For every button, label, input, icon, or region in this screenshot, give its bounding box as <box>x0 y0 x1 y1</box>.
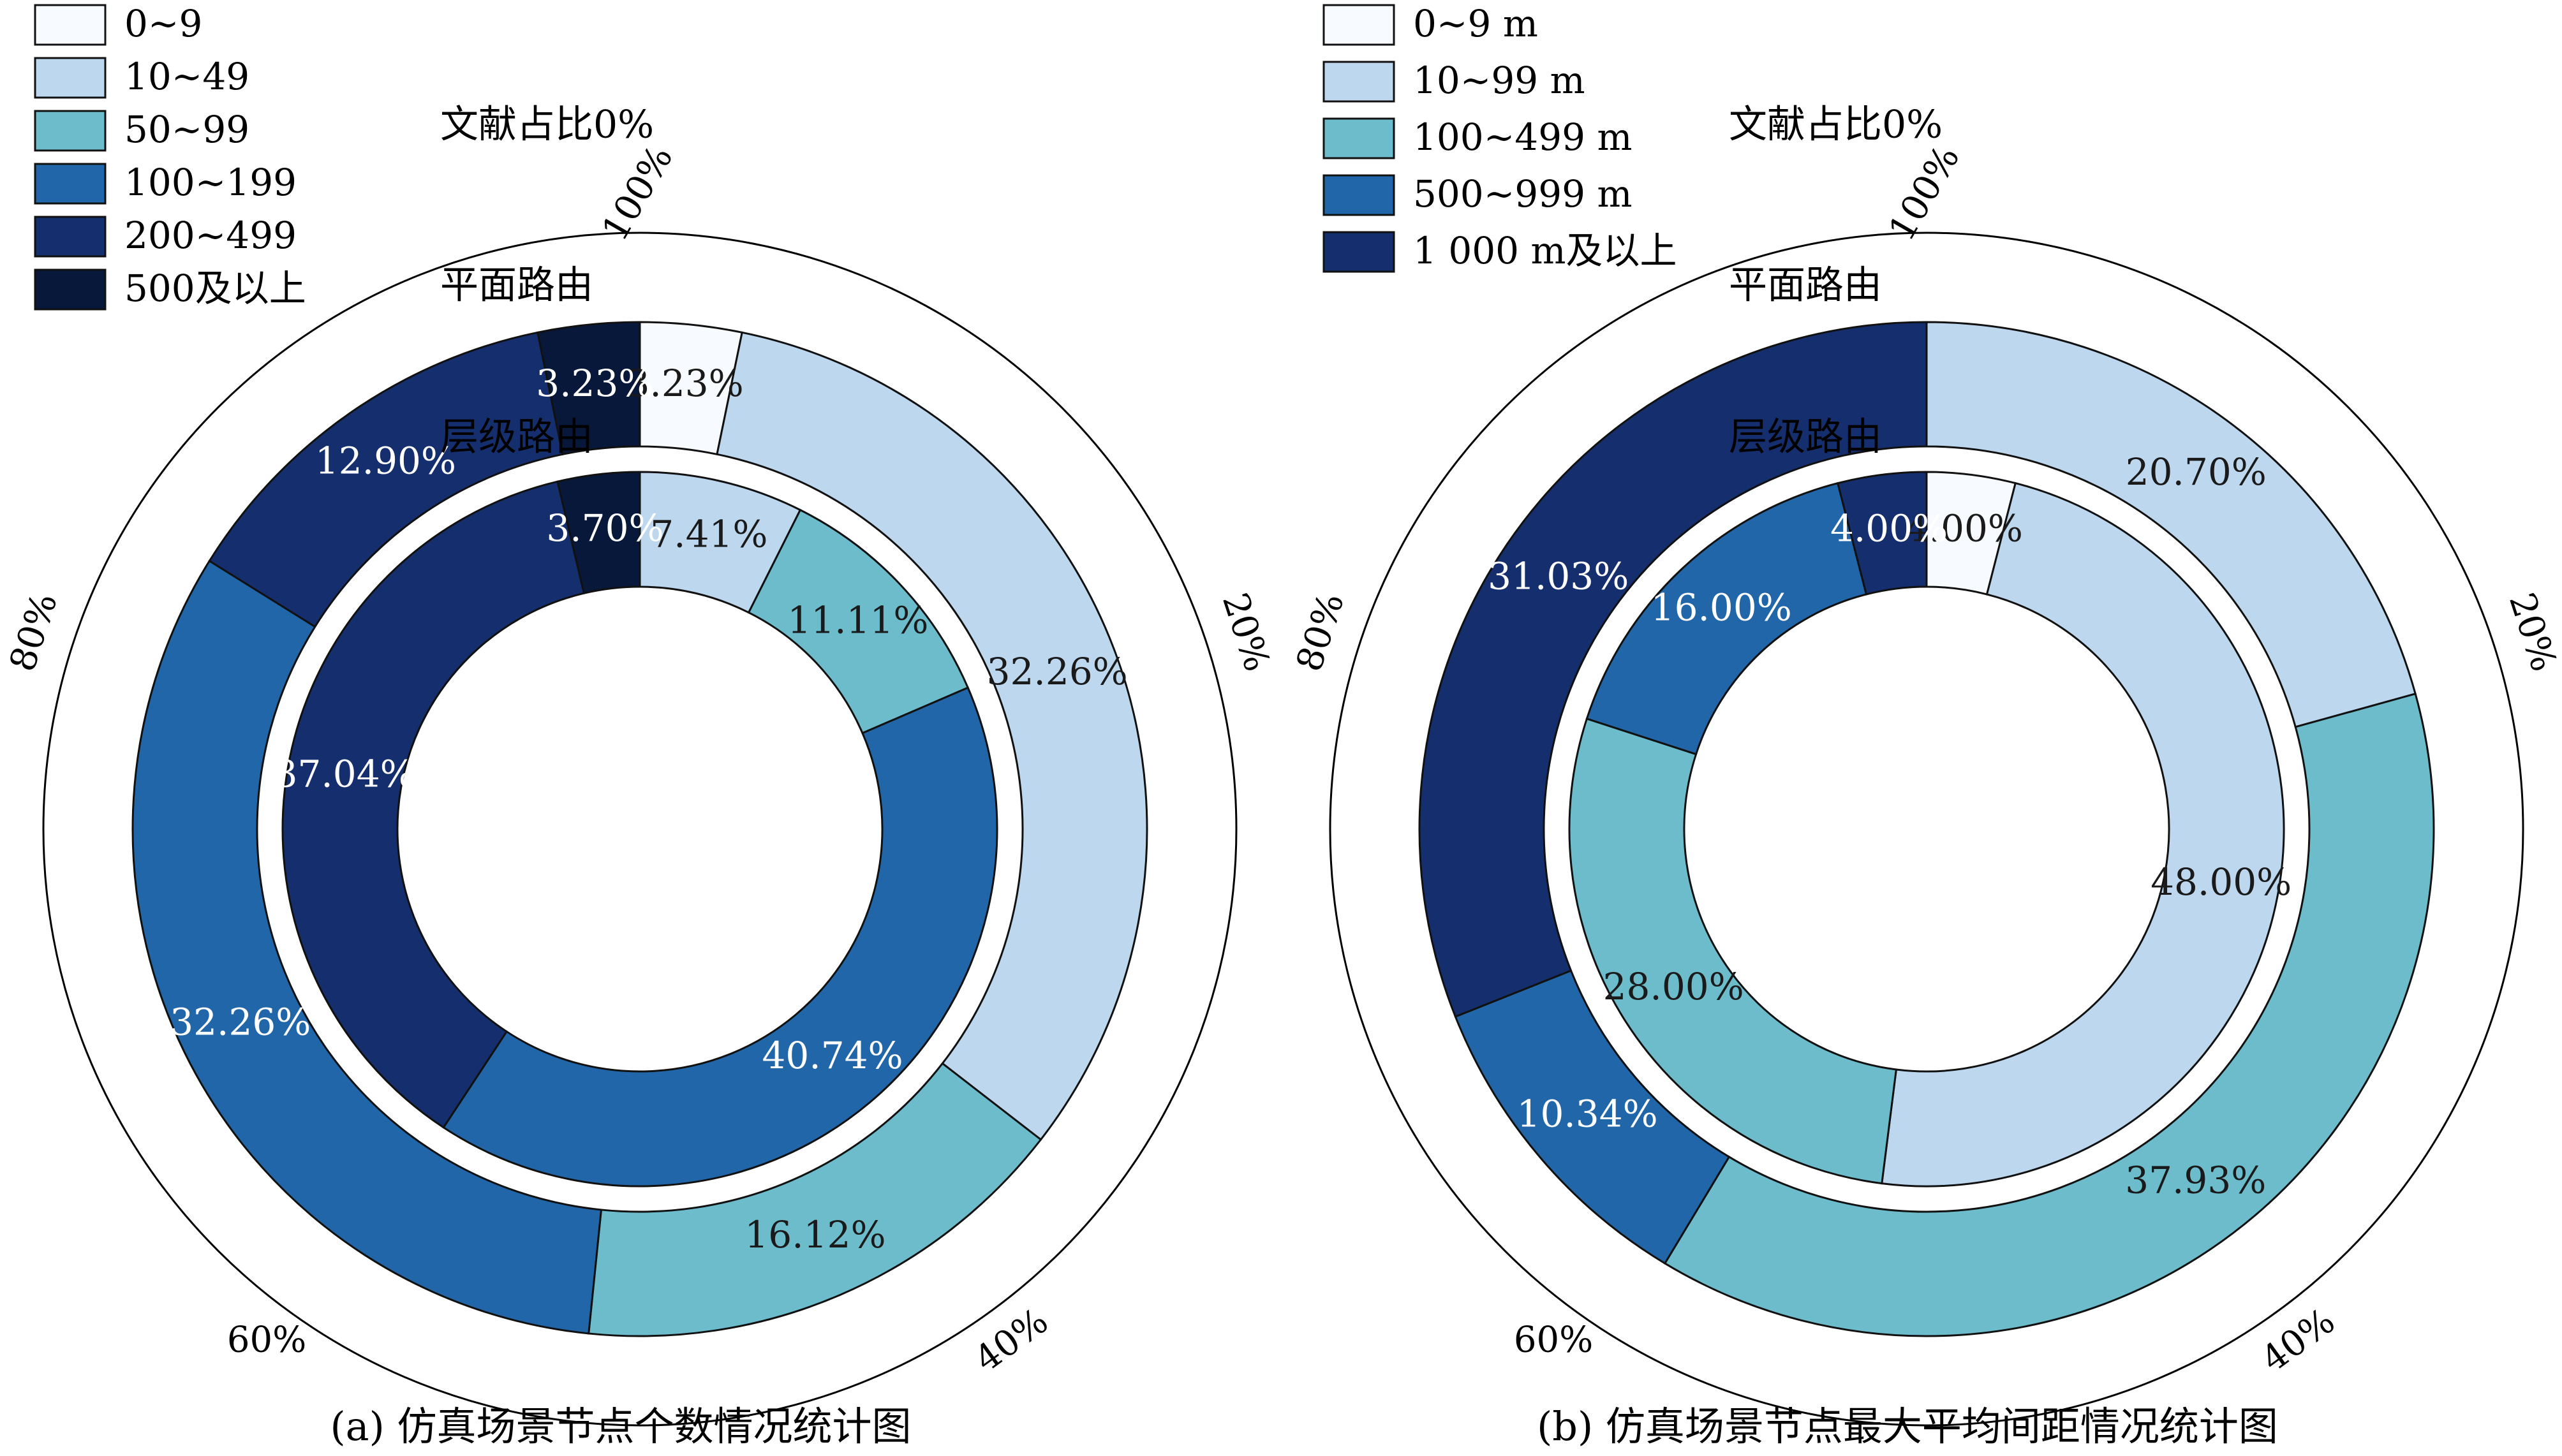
legend-swatch <box>34 216 107 258</box>
panel-a: 20% 40% 60% 80% 100%文献占比0% 3.23% 32.26% 16.12% 3… <box>2 2 1278 1450</box>
ring-segment <box>1418 321 1928 1018</box>
series-label: 平面路由 <box>440 263 593 308</box>
tick-label: 40% <box>967 1300 1056 1381</box>
tick-label: 80% <box>2 588 66 676</box>
data-label: 16.00% <box>1651 585 1792 629</box>
ring-segment <box>556 471 641 595</box>
ring-segment <box>716 331 1148 1141</box>
data-label: 3.70% <box>546 506 663 550</box>
outer-ring-circle <box>42 232 1238 1427</box>
ring-segment <box>1925 321 2417 728</box>
ring-segment <box>1585 482 1868 756</box>
panel-caption: (a) 仿真场景节点个数情况统计图 <box>330 1403 911 1450</box>
data-label: 40.74% <box>762 1034 903 1077</box>
panel-b: 20% 40% 60% 80% 100%文献占比0% 20.70% 37.93% 10.34%… <box>1289 2 2562 1450</box>
data-label: 28.00% <box>1603 965 1744 1008</box>
tick-label: 40% <box>2254 1300 2343 1381</box>
legend-label: 200~499 <box>124 214 297 257</box>
ring-segment <box>1663 692 2435 1337</box>
start-label: 文献占比0% <box>440 103 654 147</box>
ring-segment <box>588 1062 1042 1337</box>
data-label: 4.00% <box>1830 507 1948 550</box>
data-label: 11.11% <box>787 599 928 642</box>
ring-segment <box>442 686 998 1188</box>
data-label: 37.04% <box>274 752 415 795</box>
tick-label: 60% <box>1514 1319 1593 1360</box>
legend-swatch <box>34 268 107 311</box>
ring-segment <box>1836 471 1928 596</box>
ring-segment <box>281 480 586 1129</box>
series-label: 层级路由 <box>1729 415 1882 460</box>
data-label: 48.00% <box>2151 860 2292 904</box>
ring-segment <box>131 559 603 1335</box>
tick-label: 80% <box>1289 588 1352 676</box>
data-label: 37.93% <box>2125 1159 2266 1202</box>
legend-label: 500~999 m <box>1413 172 1632 216</box>
legend-swatch <box>1322 117 1395 159</box>
legend-swatch <box>1322 174 1395 216</box>
legend-swatch <box>34 57 107 99</box>
legend-label: 0~9 <box>124 2 202 45</box>
tick-label: 20% <box>1214 588 1278 676</box>
ring-segment <box>536 321 641 456</box>
panel-caption: (b) 仿真场景节点最大平均间距情况统计图 <box>1537 1403 2278 1450</box>
legend-swatch <box>1322 4 1395 46</box>
start-label: 文献占比0% <box>1729 103 1943 147</box>
legend-label: 10~99 m <box>1413 59 1585 102</box>
legend-label: 100~499 m <box>1413 115 1632 159</box>
data-label: 16.12% <box>744 1213 885 1256</box>
tick-label: 100% <box>1881 138 1967 247</box>
data-label: 32.26% <box>170 1000 311 1043</box>
legend-label: 1 000 m及以上 <box>1413 229 1677 272</box>
tick-label: 100% <box>594 138 681 247</box>
tick-label: 60% <box>227 1319 306 1360</box>
series-label: 平面路由 <box>1729 263 1882 308</box>
legend-swatch <box>1322 61 1395 103</box>
data-label: 31.03% <box>1488 555 1629 598</box>
data-label: 3.23% <box>626 362 744 405</box>
data-label: 12.90% <box>315 439 456 483</box>
data-label: 32.26% <box>987 650 1128 693</box>
legend-label: 50~99 <box>124 108 249 151</box>
legend-label: 500及以上 <box>124 267 306 310</box>
series-label: 层级路由 <box>440 415 593 460</box>
data-label: 7.41% <box>650 513 767 556</box>
tick-label: 20% <box>2501 588 2562 676</box>
legend-swatch <box>34 110 107 152</box>
legend-swatch <box>34 4 107 46</box>
legend-label: 10~49 <box>124 55 249 98</box>
legend-label: 0~9 m <box>1413 2 1538 45</box>
legend-swatch <box>34 163 107 205</box>
data-label: 3.23% <box>536 362 653 405</box>
data-label: 20.70% <box>2126 450 2267 494</box>
data-label: 4.00% <box>1906 507 2023 550</box>
ring-segment <box>1881 482 2285 1188</box>
legend-label: 100~199 <box>124 161 297 204</box>
data-label: 10.34% <box>1517 1092 1658 1135</box>
outer-ring-circle <box>1329 232 2524 1427</box>
ring-segment <box>1568 717 1898 1185</box>
legend-swatch <box>1322 231 1395 273</box>
